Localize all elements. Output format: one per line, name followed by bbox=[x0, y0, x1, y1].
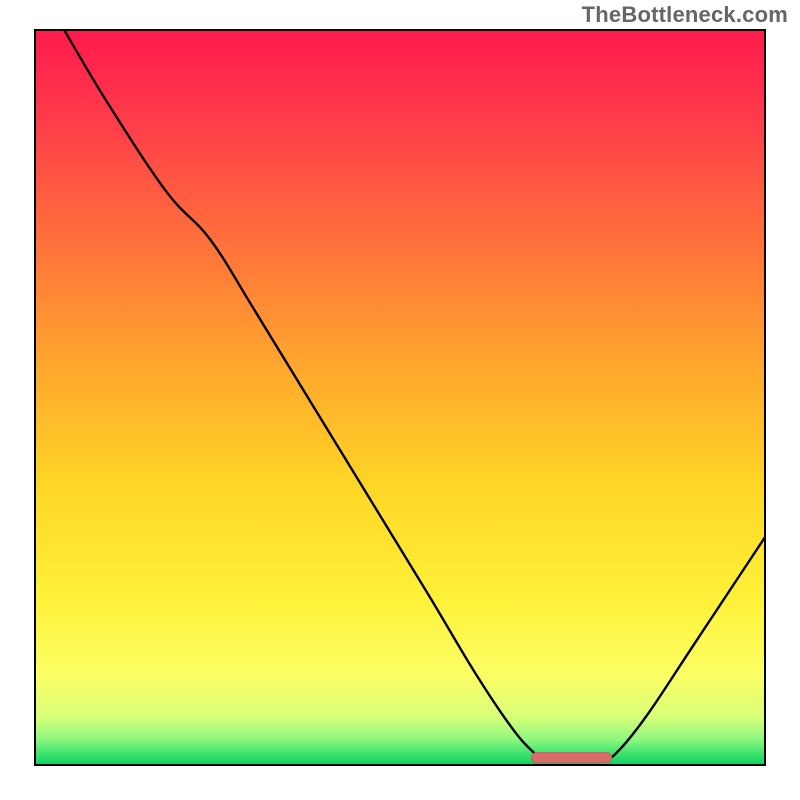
optimal-marker bbox=[531, 753, 611, 763]
watermark-text: TheBottleneck.com bbox=[582, 2, 788, 28]
bottleneck-curve-chart bbox=[0, 0, 800, 800]
chart-container: TheBottleneck.com bbox=[0, 0, 800, 800]
plot-background bbox=[35, 30, 765, 765]
